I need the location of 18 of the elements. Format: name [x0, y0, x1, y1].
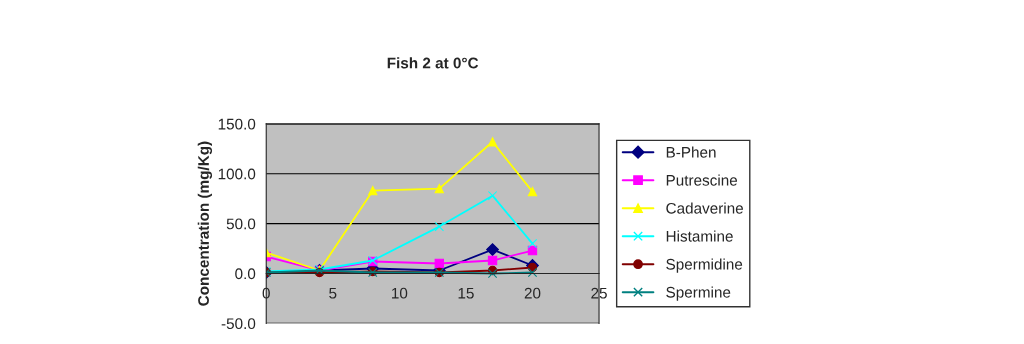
y-tick-label: 0.0	[235, 268, 256, 280]
y-axis-title: Concentration (mg/Kg)	[197, 141, 213, 306]
chart-title: Fish 2 at 0°C	[387, 57, 479, 69]
x-tick-label: 20	[524, 287, 541, 299]
x-tick-label: 5	[329, 287, 337, 299]
y-tick-label: 100.0	[218, 168, 256, 180]
legend-label: Histamine	[666, 230, 733, 242]
legend-label: Putrescine	[666, 174, 738, 186]
legend-label: B-Phen	[666, 146, 716, 158]
x-tick-label: 15	[458, 287, 474, 299]
y-tick-label: 50.0	[226, 218, 256, 230]
x-tick-label: 10	[392, 287, 408, 299]
y-tick-label: 150.0	[218, 118, 256, 130]
legend-label: Spermine	[666, 286, 731, 301]
x-tick-label: 25	[591, 287, 607, 299]
y-tick-label: -50.0	[221, 318, 256, 330]
legend-label: Cadaverine	[666, 202, 744, 214]
legend-label: Spermidine	[666, 258, 743, 273]
